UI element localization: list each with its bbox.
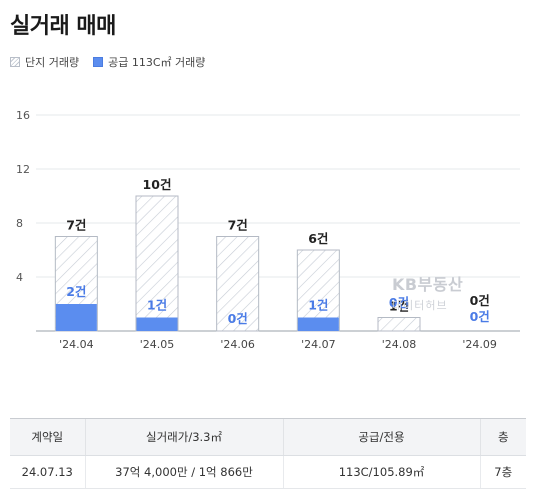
x-tick-label: '24.06 (220, 338, 255, 351)
cell-price: 37억 4,000만 / 1억 866만 (84, 455, 283, 489)
supply-bar (297, 317, 339, 331)
complex-count-label: 10건 (143, 177, 172, 192)
legend-item-supply[interactable]: 공급 113C㎡ 거래량 (93, 54, 205, 70)
legend-label-supply: 공급 113C㎡ 거래량 (108, 56, 206, 69)
supply-count-label: 1건 (308, 298, 328, 313)
table-header-row: 계약일 실거래가/3.3㎡ 공급/전용 층 (10, 418, 526, 456)
complex-count-label: 7건 (66, 218, 86, 233)
x-tick-label: '24.07 (301, 338, 336, 351)
supply-count-label: 0건 (389, 295, 409, 310)
x-tick-label: '24.04 (59, 338, 94, 351)
cell-contract-date: 24.07.13 (10, 455, 85, 489)
table-row[interactable]: 24.07.13 37억 4,000만 / 1억 866만 113C/105.8… (10, 455, 526, 489)
supply-bar (136, 317, 178, 331)
complex-bar (377, 317, 421, 332)
complex-count-label: 0건 (470, 293, 490, 308)
y-tick-label: 4 (16, 271, 23, 284)
cell-floor: 7층 (479, 455, 526, 489)
complex-count-label: 1건 (389, 299, 409, 314)
header-price[interactable]: 실거래가/3.3㎡ (84, 418, 283, 456)
x-tick-label: '24.09 (462, 338, 497, 351)
transaction-table: 계약일 실거래가/3.3㎡ 공급/전용 층 24.07.13 37억 4,000… (10, 418, 526, 489)
supply-count-label: 0건 (228, 311, 248, 326)
supply-count-label: 2건 (66, 284, 86, 299)
y-tick-label: 16 (16, 109, 30, 122)
chart-legend: 단지 거래량 공급 113C㎡ 거래량 (10, 54, 219, 70)
supply-count-label: 1건 (147, 298, 167, 313)
hatch-swatch-icon (10, 57, 20, 67)
x-tick-label: '24.05 (140, 338, 175, 351)
supply-bar (55, 304, 97, 331)
y-tick-label: 8 (16, 217, 23, 230)
page-title: 실거래 매매 (10, 14, 116, 39)
complex-bar (216, 236, 260, 332)
y-tick-label: 12 (16, 163, 30, 176)
supply-count-label: 0건 (470, 309, 490, 324)
transaction-bar-chart: 4 8 12 16 7건 2건 '24.04 10건 1건 '24.05 7건 0건 '24.06 6건… (16, 109, 520, 351)
complex-count-label: 6건 (308, 231, 328, 246)
complex-count-label: 7건 (228, 218, 248, 233)
header-area[interactable]: 공급/전용 (282, 418, 480, 456)
header-floor[interactable]: 층 (479, 418, 526, 456)
cell-area: 113C/105.89㎡ (282, 455, 480, 489)
header-contract-date[interactable]: 계약일 (10, 418, 85, 456)
legend-label-complex: 단지 거래량 (25, 56, 80, 69)
solid-swatch-icon (93, 57, 104, 67)
legend-item-complex[interactable]: 단지 거래량 (10, 54, 79, 70)
x-tick-label: '24.08 (382, 338, 417, 351)
